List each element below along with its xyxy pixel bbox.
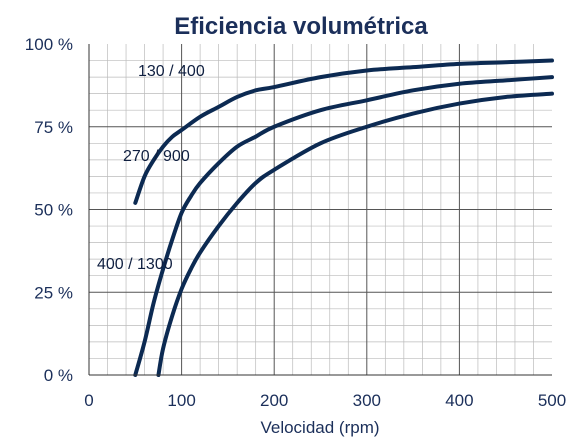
x-axis-label: Velocidad (rpm) [260,418,379,437]
series-line-1 [133,58,554,205]
x-tick-label: 400 [445,391,473,410]
x-tick-label: 100 [167,391,195,410]
series-line-3 [156,91,554,377]
tick-labels: 0 100 200 300 400 500 0 % 25 % 50 % 75 % 100 % [25,35,566,410]
series-label-2: 270 / 900 [123,148,190,165]
series-label-3: 400 / 1300 [97,256,173,273]
y-tick-label: 25 % [34,283,73,302]
x-tick-label: 300 [353,391,381,410]
x-tick-label: 0 [84,391,93,410]
axis-frame [88,44,552,376]
series-label-1: 130 / 400 [138,63,205,80]
x-tick-label: 200 [260,391,288,410]
y-tick-label: 0 % [44,366,73,385]
y-tick-label: 75 % [34,118,73,137]
chart-title: Eficiencia volumétrica [174,13,428,40]
x-tick-label: 500 [538,391,566,410]
y-tick-label: 100 % [25,35,73,54]
y-tick-label: 50 % [34,201,73,220]
series-line-2 [133,75,554,377]
series-layer [133,58,554,377]
series-labels: 130 / 400 270 / 900 400 / 1300 [97,63,205,273]
